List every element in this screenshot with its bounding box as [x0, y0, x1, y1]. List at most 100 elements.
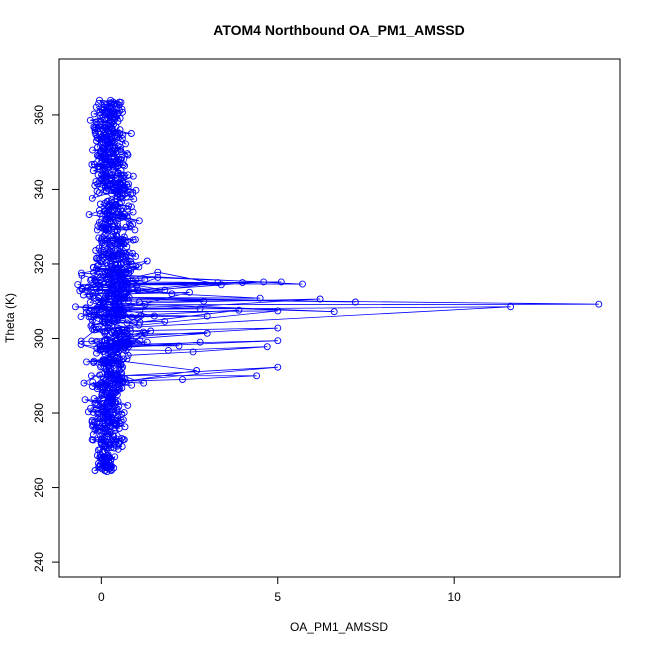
- data-point: [99, 144, 107, 152]
- data-point: [109, 211, 116, 219]
- data-point: [98, 137, 106, 145]
- data-point: [260, 278, 268, 286]
- data-point: [84, 408, 92, 416]
- data-point: [105, 413, 113, 421]
- data-point: [139, 328, 147, 336]
- data-point: [120, 409, 128, 417]
- data-point: [109, 161, 117, 169]
- data-point: [95, 234, 103, 242]
- data-point: [94, 294, 102, 301]
- data-point: [98, 305, 105, 313]
- data-point: [111, 398, 119, 406]
- data-point: [179, 376, 186, 383]
- data-point: [91, 181, 99, 189]
- data-point: [96, 342, 104, 350]
- data-point: [104, 384, 111, 392]
- data-point: [107, 352, 115, 359]
- data-point: [84, 283, 92, 291]
- data-point: [124, 205, 131, 213]
- data-point: [132, 276, 140, 284]
- data-point: [115, 101, 123, 109]
- data-point: [143, 257, 151, 265]
- data-point: [89, 378, 97, 386]
- data-point: [93, 265, 101, 273]
- data-point: [106, 441, 114, 449]
- data-point: [121, 162, 129, 170]
- data-point: [330, 308, 338, 316]
- data-point: [117, 416, 125, 424]
- series-line: [75, 99, 599, 472]
- data-point: [104, 182, 112, 190]
- data-point: [154, 268, 162, 276]
- data-point: [89, 436, 97, 444]
- data-point: [109, 111, 117, 119]
- data-point: [119, 436, 127, 444]
- data-point: [102, 187, 110, 195]
- data-point: [136, 337, 144, 345]
- data-point: [89, 167, 97, 175]
- data-point: [103, 289, 111, 297]
- data-point: [161, 286, 169, 294]
- data-point: [274, 307, 282, 315]
- data-point: [111, 306, 119, 314]
- data-point: [113, 211, 121, 219]
- data-point: [120, 279, 128, 287]
- data-point: [125, 269, 133, 277]
- data-point: [127, 130, 135, 137]
- data-point: [134, 286, 142, 294]
- data-point: [128, 313, 136, 321]
- data-point: [121, 423, 129, 431]
- data-point: [98, 456, 106, 464]
- data-point: [113, 349, 121, 357]
- data-point: [115, 106, 123, 114]
- data-point: [89, 263, 97, 271]
- data-point: [135, 321, 143, 329]
- data-point: [80, 379, 88, 387]
- y-tick-label: 340: [32, 179, 46, 199]
- data-point: [91, 467, 99, 474]
- data-point: [88, 316, 96, 324]
- data-point: [119, 184, 127, 192]
- data-point: [104, 417, 112, 425]
- y-axis-label: Theta (K): [3, 293, 17, 343]
- data-point: [106, 170, 113, 178]
- data-point: [96, 446, 104, 454]
- data-point: [114, 336, 122, 344]
- data-point: [74, 281, 82, 289]
- data-point: [91, 124, 99, 132]
- data-point: [113, 252, 121, 260]
- data-point: [115, 403, 123, 411]
- data-point: [95, 325, 103, 333]
- data-point: [108, 139, 116, 147]
- data-point: [97, 432, 104, 440]
- data-point: [111, 388, 119, 396]
- data-point: [122, 253, 130, 261]
- data-point: [72, 303, 79, 311]
- data-point: [123, 355, 131, 363]
- data-point: [109, 338, 117, 346]
- data-point: [351, 298, 359, 306]
- data-point: [105, 280, 113, 288]
- data-point: [118, 378, 126, 386]
- data-point: [87, 372, 95, 380]
- data-point: [87, 276, 95, 284]
- data-point: [123, 212, 131, 220]
- data-point: [99, 383, 107, 391]
- data-point: [110, 444, 118, 452]
- data-point: [112, 201, 120, 209]
- data-point: [127, 334, 135, 342]
- data-point: [107, 394, 114, 402]
- data-point: [108, 119, 116, 127]
- data-point: [103, 269, 111, 277]
- data-point: [189, 348, 197, 356]
- data-point: [109, 309, 117, 317]
- data-point: [123, 193, 130, 201]
- data-point: [164, 346, 172, 354]
- data-point: [109, 138, 116, 146]
- data-point: [141, 276, 149, 284]
- data-point: [122, 277, 129, 285]
- data-point: [86, 298, 94, 306]
- data-point: [119, 363, 127, 371]
- data-point: [97, 379, 105, 386]
- data-point: [109, 148, 117, 156]
